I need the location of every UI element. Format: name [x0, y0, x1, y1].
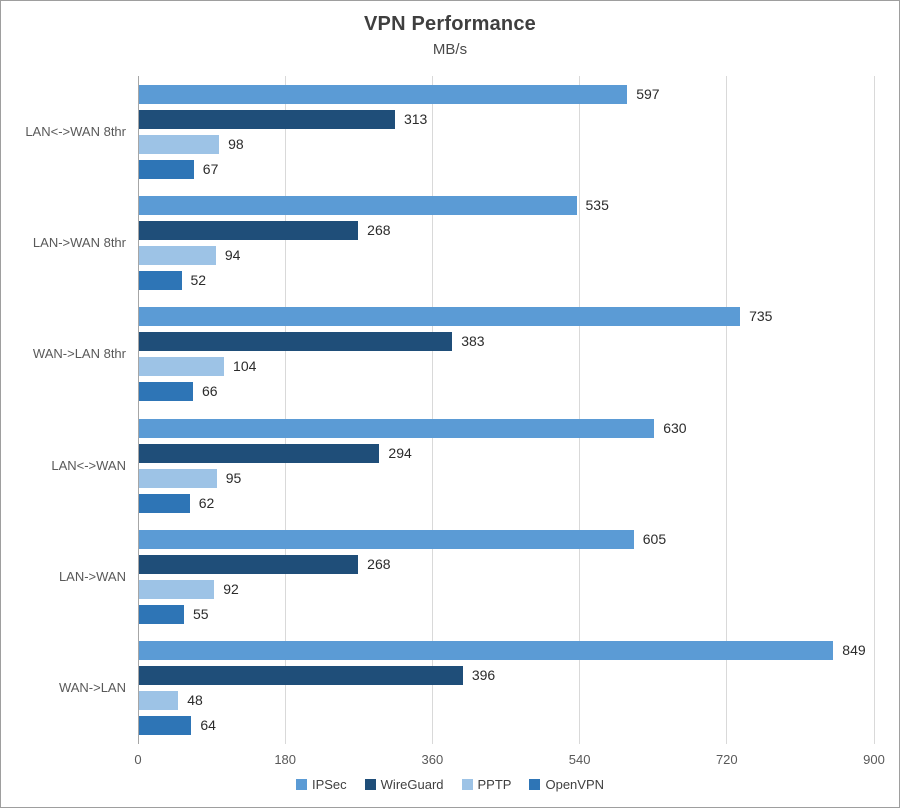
bar [139, 666, 463, 686]
bar-value-label: 294 [388, 444, 412, 461]
gridline [284, 76, 286, 744]
bar [139, 109, 395, 129]
bar-value-label: 48 [187, 692, 203, 709]
bar [139, 271, 182, 291]
bar-value-label: 268 [367, 555, 391, 572]
bar-value-label: 67 [202, 160, 219, 177]
bar-value-label: 95 [225, 469, 242, 486]
category-label: WAN->LAN [58, 680, 126, 696]
category-label: LAN->WAN [58, 569, 126, 584]
bar [139, 307, 741, 327]
legend-item-pptp: PPTP [461, 777, 512, 792]
x-tick-label: 360 [421, 752, 444, 767]
bar [139, 580, 215, 600]
gridline [579, 76, 581, 744]
legend-item-openvpn: OpenVPN [529, 777, 604, 792]
chart-title: VPN Performance [364, 13, 536, 35]
bar-value-label: 66 [201, 383, 218, 400]
legend-swatch [461, 779, 473, 790]
gridline [726, 76, 728, 744]
x-tick-label: 180 [274, 752, 297, 767]
gridline [873, 76, 875, 744]
category-axis-line [138, 76, 139, 744]
x-tick-label: 0 [134, 752, 142, 767]
bar [139, 493, 190, 513]
bar-value-label: 268 [367, 221, 391, 238]
bar-value-label: 849 [842, 642, 866, 659]
bar-value-label: 62 [198, 494, 215, 511]
bar [139, 605, 184, 625]
legend-swatch [529, 779, 541, 790]
legend-item-ipsec: IPSec [295, 777, 347, 792]
bar [139, 159, 194, 179]
bar [139, 468, 217, 488]
gridline [431, 76, 433, 744]
category-label: LAN->WAN 8thr [32, 235, 126, 250]
plot-area: 597 313 98 67 535 268 94 52 735 383 104 66 630 294 95 6… [138, 76, 875, 744]
bar [139, 246, 216, 266]
x-tick-label: 540 [568, 752, 591, 767]
bar-value-label: 383 [461, 333, 485, 350]
legend-swatch [295, 779, 307, 790]
bar-value-label: 313 [403, 110, 428, 127]
bar [139, 716, 192, 736]
x-tick-label: 900 [863, 752, 885, 767]
bar-value-label: 630 [663, 419, 687, 436]
category-label: LAN<->WAN 8thr [25, 123, 126, 139]
legend: IPSec WireGuard PPTP OpenVPN [1, 777, 899, 792]
bar [139, 382, 193, 402]
bar [139, 195, 577, 215]
legend-swatch [364, 779, 376, 790]
legend-item-wireguard: WireGuard [364, 777, 444, 792]
bar-value-label: 597 [636, 85, 660, 102]
bar-value-label: 92 [223, 581, 239, 598]
bar [139, 134, 220, 154]
chart-subtitle: MB/s [432, 41, 468, 58]
bar-value-label: 94 [224, 247, 241, 264]
bar [139, 84, 628, 104]
bar [139, 220, 359, 240]
bar [139, 529, 634, 549]
bar-value-label: 98 [228, 135, 244, 152]
bar-value-label: 605 [642, 530, 667, 547]
bar [139, 443, 380, 463]
bar [139, 691, 179, 711]
bar-value-label: 55 [192, 606, 209, 623]
x-tick-label: 720 [715, 752, 738, 767]
bar-value-label: 104 [233, 358, 257, 375]
legend-label: PPTP [477, 777, 512, 792]
bar-value-label: 64 [200, 717, 216, 734]
bar-value-label: 52 [190, 272, 207, 289]
bar [139, 641, 834, 661]
bar [139, 418, 655, 438]
legend-label: OpenVPN [545, 777, 605, 792]
legend-label: IPSec [311, 777, 347, 792]
bar-value-label: 535 [585, 196, 609, 213]
bar [139, 357, 225, 377]
bar [139, 554, 359, 574]
category-label: LAN<->WAN [51, 457, 126, 473]
bar [139, 332, 453, 352]
category-label: WAN->LAN 8thr [32, 346, 126, 362]
bar-value-label: 735 [749, 308, 773, 325]
legend-label: WireGuard [380, 777, 444, 792]
bar-value-label: 396 [471, 667, 496, 684]
